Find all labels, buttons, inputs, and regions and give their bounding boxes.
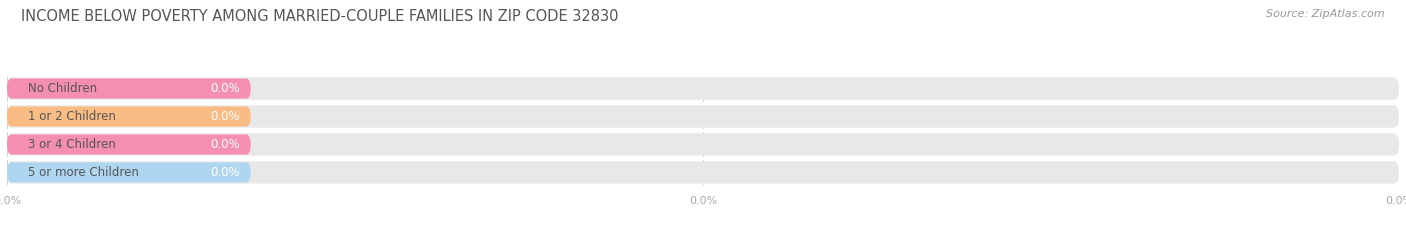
FancyBboxPatch shape bbox=[7, 133, 1399, 156]
Text: Source: ZipAtlas.com: Source: ZipAtlas.com bbox=[1267, 9, 1385, 19]
Text: No Children: No Children bbox=[28, 82, 97, 95]
Text: 1 or 2 Children: 1 or 2 Children bbox=[28, 110, 115, 123]
FancyBboxPatch shape bbox=[7, 77, 1399, 100]
Text: INCOME BELOW POVERTY AMONG MARRIED-COUPLE FAMILIES IN ZIP CODE 32830: INCOME BELOW POVERTY AMONG MARRIED-COUPL… bbox=[21, 9, 619, 24]
Text: 5 or more Children: 5 or more Children bbox=[28, 166, 139, 179]
FancyBboxPatch shape bbox=[7, 162, 250, 182]
Text: 3 or 4 Children: 3 or 4 Children bbox=[28, 138, 115, 151]
FancyBboxPatch shape bbox=[7, 161, 1399, 184]
Text: 0.0%: 0.0% bbox=[209, 166, 239, 179]
FancyBboxPatch shape bbox=[7, 79, 250, 99]
FancyBboxPatch shape bbox=[7, 105, 1399, 128]
FancyBboxPatch shape bbox=[7, 106, 250, 127]
FancyBboxPatch shape bbox=[7, 134, 250, 154]
Text: 0.0%: 0.0% bbox=[209, 138, 239, 151]
Text: 0.0%: 0.0% bbox=[209, 110, 239, 123]
Text: 0.0%: 0.0% bbox=[209, 82, 239, 95]
